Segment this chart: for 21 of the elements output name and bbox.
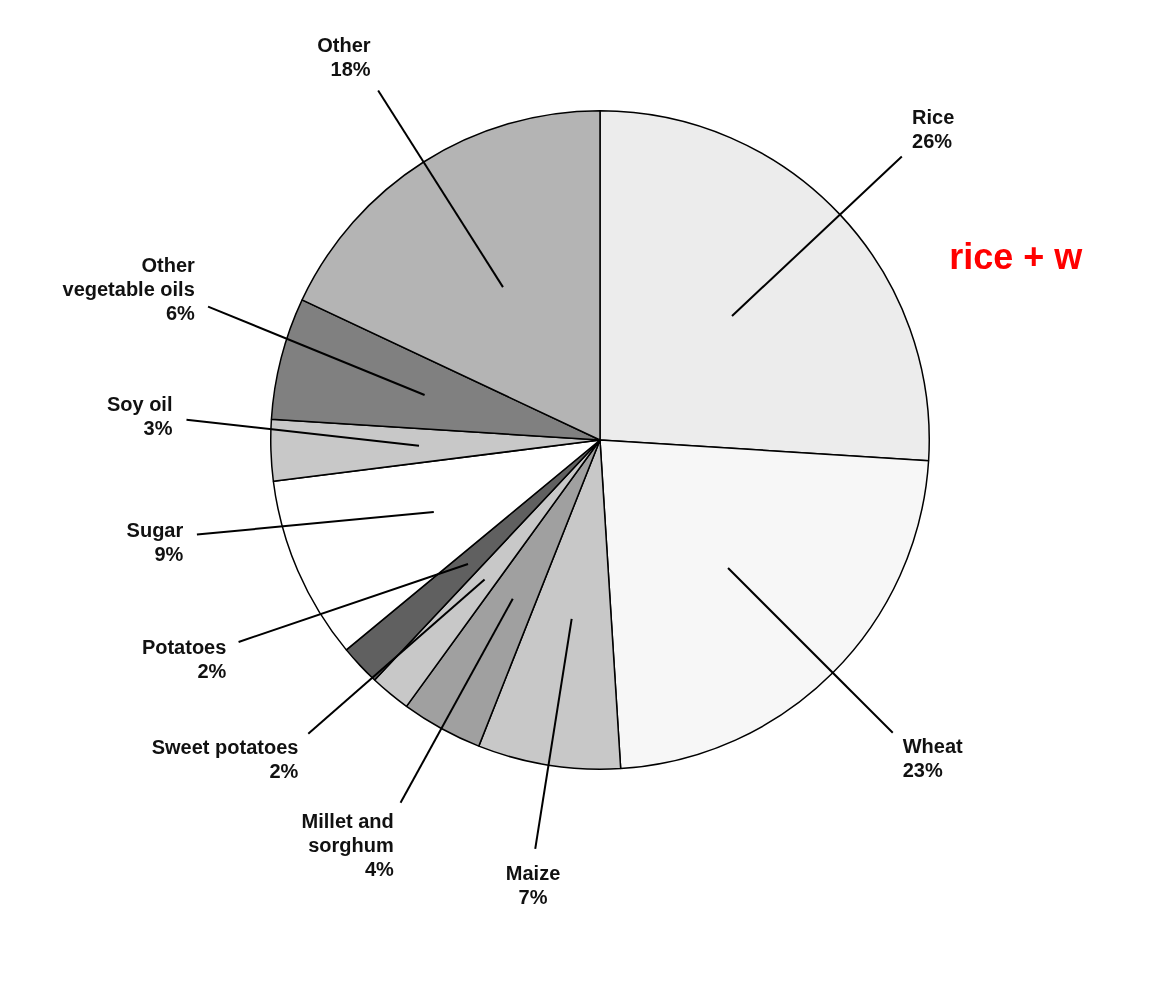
slice-label: Other vegetable oils — [62, 253, 196, 300]
slice-label: Sweet potatoes — [151, 736, 299, 759]
data-label: 9% — [154, 542, 184, 565]
slice-label: Rice — [912, 106, 955, 129]
data-label: 6% — [165, 301, 196, 324]
data-label: 3% — [143, 417, 173, 440]
slice-label: Soy oil — [106, 393, 173, 416]
slice-label: Maize — [505, 861, 561, 884]
data-label: 23% — [902, 759, 943, 782]
data-label: 4% — [364, 858, 395, 881]
slice-label: Millet and sorghum — [301, 810, 394, 857]
slice-label: Potatoes — [141, 636, 227, 659]
data-label: 7% — [518, 885, 548, 908]
text: rice + w — [949, 235, 1084, 277]
slice-label: Wheat — [902, 735, 963, 758]
data-label: 18% — [330, 57, 371, 80]
data-label: 2% — [197, 660, 227, 683]
data-label: 26% — [912, 130, 953, 153]
slice-label: Other — [317, 33, 371, 56]
data-label: 2% — [269, 760, 299, 783]
slice-label: Sugar — [126, 518, 184, 541]
